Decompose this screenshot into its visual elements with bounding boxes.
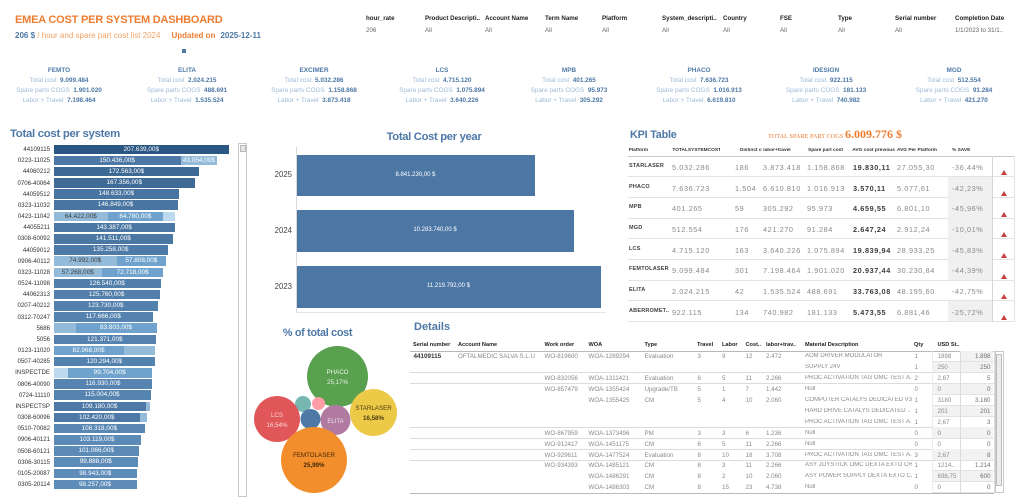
svg-text:LCS: LCS: [271, 412, 283, 419]
svg-text:16,58%: 16,58%: [363, 415, 384, 422]
svg-text:PHACO: PHACO: [326, 369, 348, 376]
svg-text:25,17%: 25,17%: [327, 379, 348, 386]
svg-text:25,99%: 25,99%: [304, 462, 325, 469]
svg-text:16,54%: 16,54%: [267, 422, 288, 429]
svg-text:FEMTOLASER: FEMTOLASER: [293, 452, 335, 459]
svg-text:STARLASER: STARLASER: [355, 405, 392, 412]
svg-text:ELITA: ELITA: [327, 419, 343, 425]
